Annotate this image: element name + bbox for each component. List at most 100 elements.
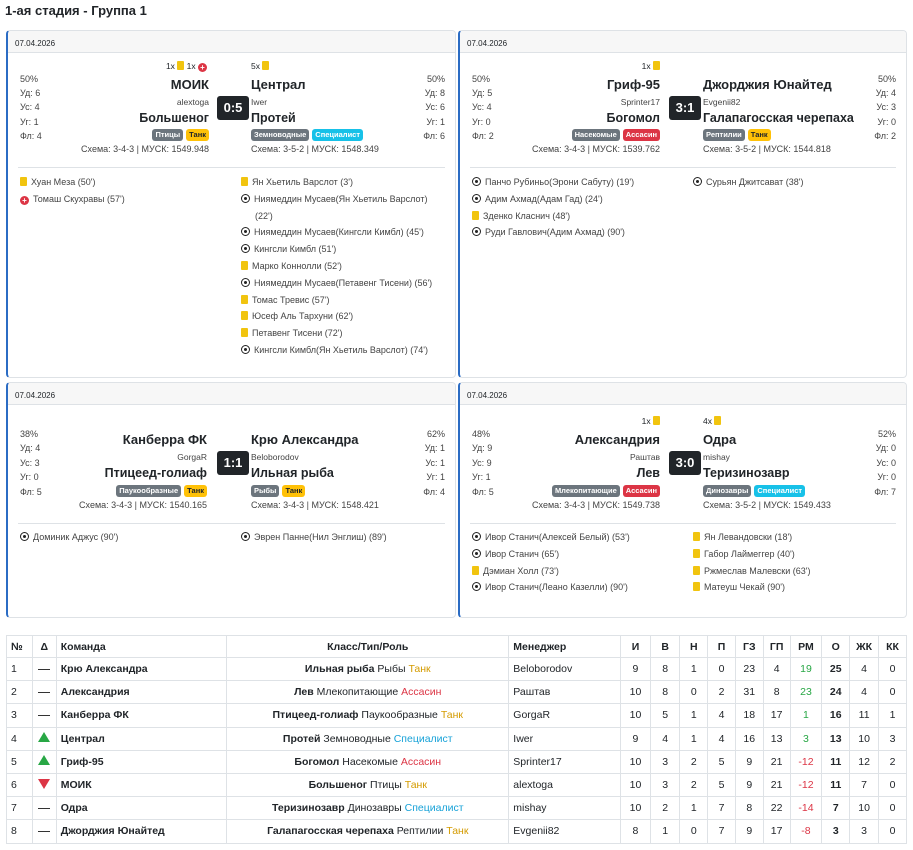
- yellow-card-icon: [653, 61, 660, 70]
- goals-for-cell: 9: [734, 819, 764, 844]
- wins-cell: 3: [649, 772, 681, 798]
- team-cell[interactable]: Канберра ФК: [55, 703, 228, 728]
- team-cell[interactable]: МОИК: [55, 772, 228, 798]
- manager-cell[interactable]: Раштав: [508, 680, 622, 705]
- away-team-name[interactable]: Крю Александра: [251, 432, 359, 447]
- match-event: (22'): [255, 210, 273, 222]
- home-on-target: Ус: 3: [20, 458, 40, 468]
- points-cell: 11: [821, 749, 851, 774]
- away-manager[interactable]: Evgenii82: [703, 97, 741, 107]
- match-card-header: 07.04.2026: [460, 383, 906, 405]
- home-badges: Млекопитающие Ассасин: [549, 485, 660, 497]
- rank-cell: 5: [6, 749, 33, 774]
- red-cards-cell: 0: [878, 796, 907, 821]
- manager-cell[interactable]: Beloborodov: [508, 656, 622, 682]
- away-team-name[interactable]: Одра: [703, 432, 737, 447]
- col-header: В: [649, 635, 681, 658]
- team-cell[interactable]: Александрия: [55, 680, 228, 705]
- yellow-card-icon: [693, 565, 700, 575]
- animal-text: Птицеед-голиаф: [272, 709, 359, 722]
- home-team-name[interactable]: МОИК: [170, 77, 209, 92]
- draws-cell: 0: [679, 819, 709, 844]
- draws-cell: 1: [679, 703, 709, 728]
- team-cell[interactable]: Джорджия Юнайтед: [55, 819, 228, 844]
- home-manager[interactable]: Раштав: [630, 452, 660, 462]
- rank-cell: 1: [6, 656, 33, 682]
- home-team-name[interactable]: Гриф-95: [607, 77, 660, 92]
- match-card[interactable]: 07.04.2026 50% Уд: 5 Ус: 4 Уг: 0 Фл: 2 1…: [458, 30, 907, 378]
- home-corners: Уг: 1: [20, 117, 39, 127]
- dash-icon: [38, 831, 51, 833]
- col-header: Класс/Тип/Роль: [226, 635, 510, 658]
- red-cards-cell: 3: [878, 726, 907, 751]
- home-manager[interactable]: Sprinter17: [620, 97, 660, 107]
- home-possession: 38%: [20, 429, 39, 439]
- match-score[interactable]: 1:1: [217, 451, 249, 475]
- home-manager[interactable]: alextoga: [176, 97, 209, 107]
- goals-against-cell: 21: [762, 749, 791, 774]
- wins-cell: 4: [649, 726, 681, 751]
- home-animal: Богомол: [606, 111, 660, 125]
- red-cards-cell: 2: [878, 749, 907, 774]
- away-manager[interactable]: Beloborodov: [251, 452, 299, 462]
- col-header[interactable]: Команда: [55, 635, 228, 658]
- team-cell[interactable]: Одра: [55, 796, 228, 821]
- match-score[interactable]: 3:0: [669, 451, 701, 475]
- away-cards-summary: 4x: [703, 416, 722, 426]
- team-cell[interactable]: Крю Александра: [55, 656, 228, 682]
- match-score[interactable]: 0:5: [217, 96, 249, 120]
- match-score[interactable]: 3:1: [669, 96, 701, 120]
- team-cell[interactable]: Гриф-95: [55, 749, 228, 774]
- team-cell[interactable]: Централ: [55, 726, 228, 751]
- away-on-target: Ус: 3: [876, 102, 896, 112]
- yellow-card-icon: [472, 565, 479, 575]
- class-badge: Земноводные: [251, 129, 310, 141]
- goals-against-cell: 17: [762, 703, 791, 728]
- home-corners: Уг: 0: [472, 117, 491, 127]
- goal-diff-cell: -14: [789, 796, 823, 821]
- manager-cell[interactable]: mishay: [508, 796, 622, 821]
- yellow-card-icon: [241, 328, 248, 338]
- class-cell: Большеног Птицы Танк: [226, 772, 510, 798]
- class-badge: Рептилии: [703, 129, 745, 141]
- rank-cell: 3: [6, 703, 33, 728]
- match-card[interactable]: 07.04.2026 50% Уд: 6 Ус: 4 Уг: 1 Фл: 4 1…: [6, 30, 456, 378]
- manager-cell[interactable]: Iwer: [508, 726, 622, 751]
- played-cell: 10: [620, 703, 651, 728]
- event-text: Зденко Класнич (48'): [483, 210, 571, 221]
- played-cell: 10: [620, 680, 651, 705]
- away-fouls: Фл: 2: [874, 131, 896, 141]
- goal-diff-cell: 1: [789, 703, 823, 728]
- manager-cell[interactable]: Sprinter17: [508, 749, 622, 774]
- away-manager[interactable]: mishay: [703, 452, 730, 462]
- yellow-card-icon: [241, 177, 248, 186]
- home-corners: Уг: 1: [472, 472, 491, 482]
- manager-cell[interactable]: alextoga: [508, 772, 622, 798]
- soccer-ball-icon: [472, 227, 481, 237]
- stage-title: 1-ая стадия - Группа 1: [5, 3, 147, 18]
- away-team-name[interactable]: Централ: [251, 77, 306, 92]
- match-event: Габор Лаймеггер (40'): [693, 548, 795, 560]
- away-scheme: Схема: 3-5-2 | МУСК: 1548.349: [251, 144, 379, 154]
- losses-cell: 7: [707, 796, 736, 821]
- col-header: ГП: [762, 635, 791, 658]
- home-team-name[interactable]: Александрия: [574, 432, 660, 447]
- away-shots: Уд: 4: [875, 88, 896, 98]
- home-scheme: Схема: 3-4-3 | МУСК: 1540.165: [79, 500, 207, 510]
- col-header: И: [620, 635, 651, 658]
- home-manager[interactable]: GorgaR: [177, 452, 207, 462]
- match-card[interactable]: 07.04.2026 38% Уд: 4 Ус: 3 Уг: 0 Фл: 5 К…: [6, 382, 456, 618]
- event-text: Матеуш Чекай (90'): [704, 582, 785, 593]
- goal-diff-cell: -12: [789, 749, 823, 774]
- losses-cell: 5: [707, 772, 736, 798]
- away-cards-summary: 5x: [251, 61, 270, 71]
- red-cards-cell: 0: [878, 656, 907, 682]
- table-row: 6 МОИК Большеног Птицы Танк alextoga 10 3 2 5 9 2…: [6, 772, 907, 798]
- manager-cell[interactable]: Evgenii82: [508, 819, 622, 844]
- away-manager[interactable]: Iwer: [251, 97, 268, 107]
- match-card[interactable]: 07.04.2026 48% Уд: 9 Ус: 9 Уг: 1 Фл: 5 1…: [458, 382, 907, 618]
- draws-cell: 1: [679, 796, 709, 821]
- away-team-name[interactable]: Джорджия Юнайтед: [703, 77, 832, 92]
- home-team-name[interactable]: Канберра ФК: [122, 432, 207, 447]
- manager-cell[interactable]: GorgaR: [508, 703, 622, 728]
